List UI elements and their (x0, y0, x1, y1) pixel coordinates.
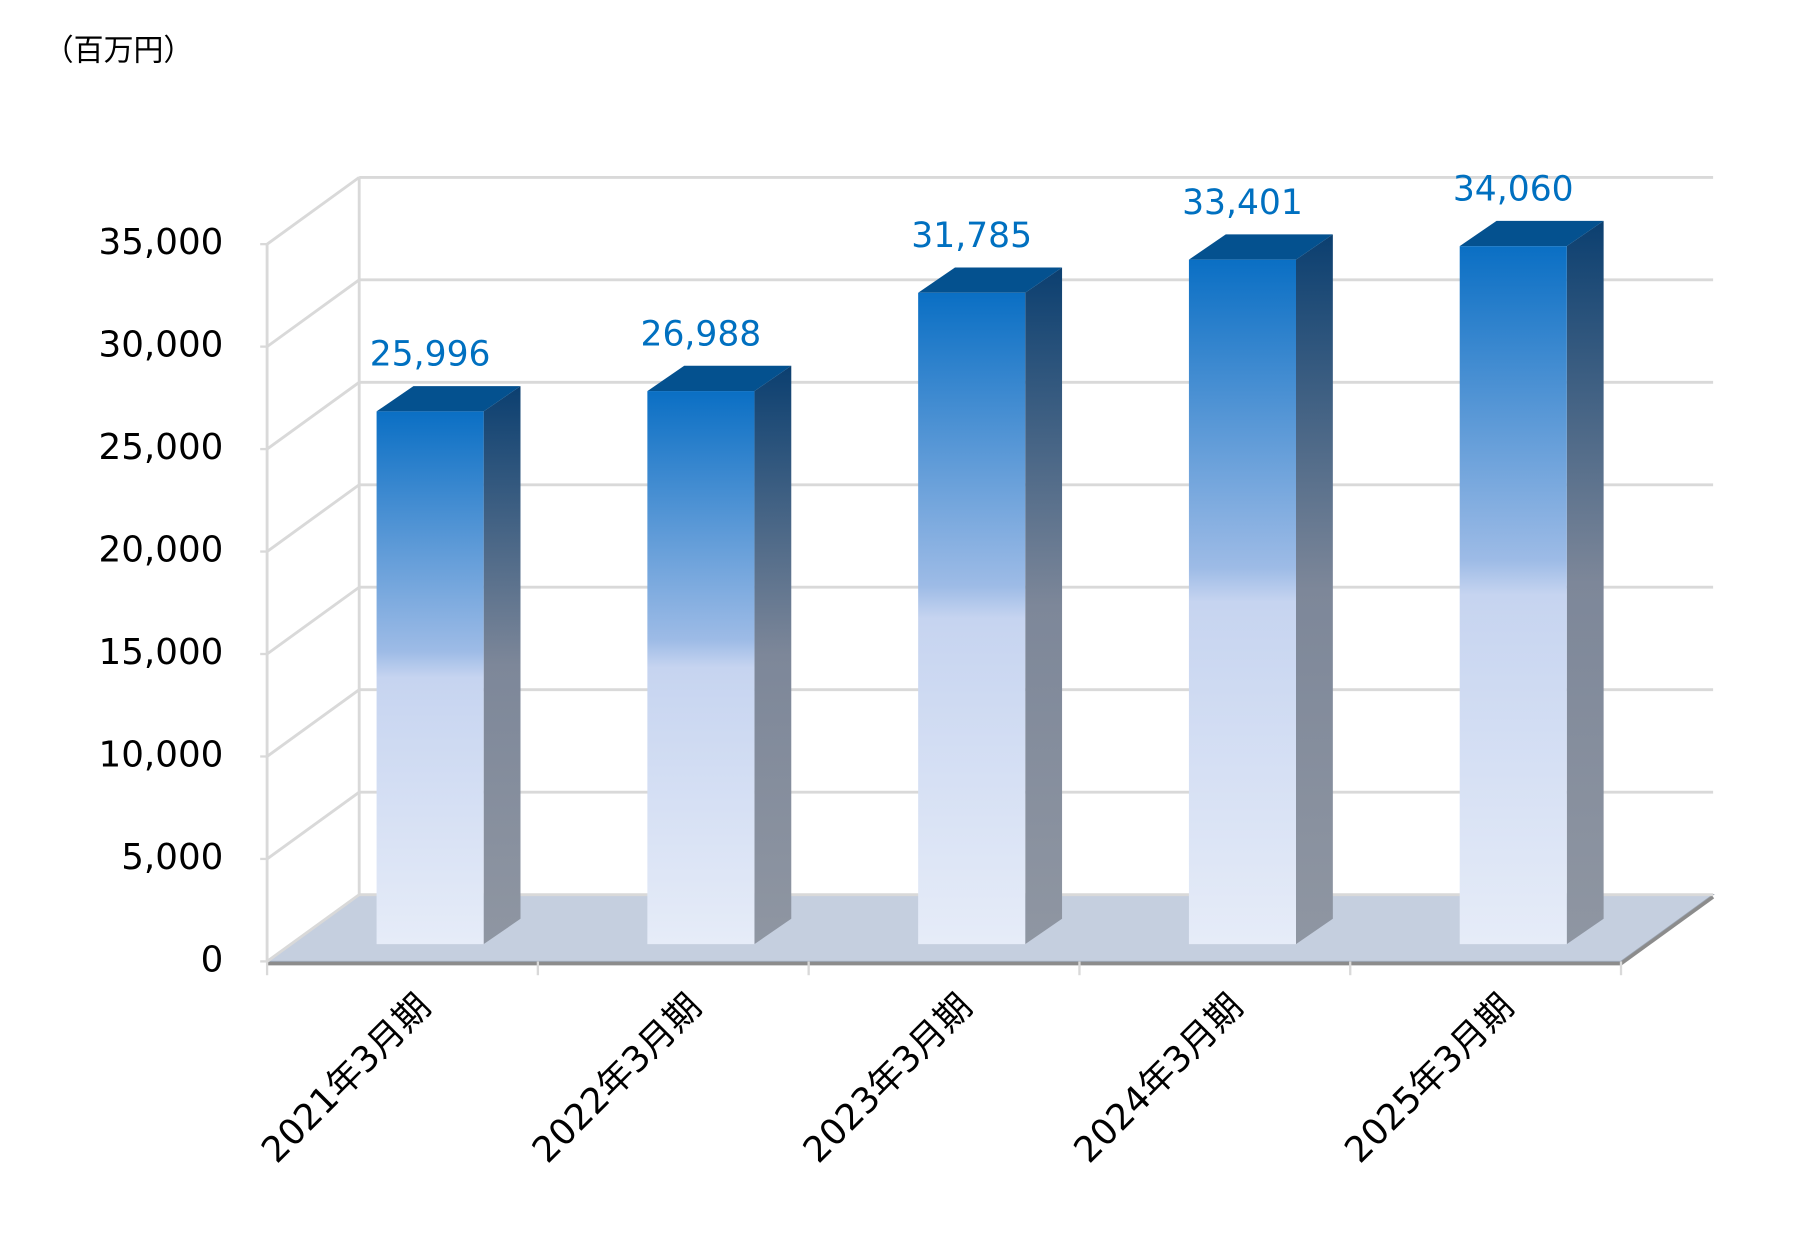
x-tick-label: 2021年3月期 (254, 986, 439, 1171)
bar-side (1566, 220, 1604, 945)
y-tick-label: 20,000 (99, 530, 224, 571)
grid-line-side (266, 483, 361, 553)
grid-line-side (266, 586, 361, 656)
bar-top (647, 365, 792, 392)
bar (1188, 259, 1296, 945)
y-tick-label: 25,000 (99, 427, 224, 468)
bar-top (376, 386, 521, 412)
x-tick-label: 2024年3月期 (1066, 986, 1251, 1171)
x-tick-label: 2025年3月期 (1337, 986, 1522, 1171)
y-tick-label: 0 (201, 939, 224, 980)
bar-top (1188, 234, 1333, 260)
bar-side (754, 365, 792, 945)
bar-side (483, 386, 521, 945)
value-label: 26,988 (641, 314, 762, 354)
y-tick-label: 35,000 (99, 222, 224, 263)
value-label: 33,401 (1182, 183, 1303, 223)
grid-line-side (266, 381, 361, 451)
value-label: 25,996 (370, 335, 491, 375)
y-tick-label: 30,000 (99, 325, 224, 366)
x-tick-label: 2023年3月期 (796, 986, 981, 1171)
bar-top (918, 267, 1063, 293)
bar (918, 292, 1026, 945)
bar-side (1295, 234, 1333, 945)
value-label: 34,060 (1453, 169, 1574, 209)
grid-line-side (266, 893, 361, 963)
floor-edge (1619, 895, 1715, 966)
y-tick-label: 5,000 (121, 837, 223, 878)
bar-top (1459, 220, 1604, 247)
grid-line-side (266, 176, 361, 246)
bar (647, 391, 755, 945)
value-label: 31,785 (911, 216, 1032, 256)
x-tick-label: 2022年3月期 (525, 986, 710, 1171)
y-tick-label: 10,000 (99, 734, 224, 775)
bar-side (1025, 267, 1063, 945)
unit-label: （百万円） (44, 33, 194, 68)
bar (1459, 246, 1567, 945)
y-tick-label: 15,000 (99, 632, 224, 673)
bar (376, 411, 484, 945)
grid-line-side (266, 278, 361, 348)
grid-line-side (266, 688, 361, 758)
grid-line-side (266, 790, 361, 861)
